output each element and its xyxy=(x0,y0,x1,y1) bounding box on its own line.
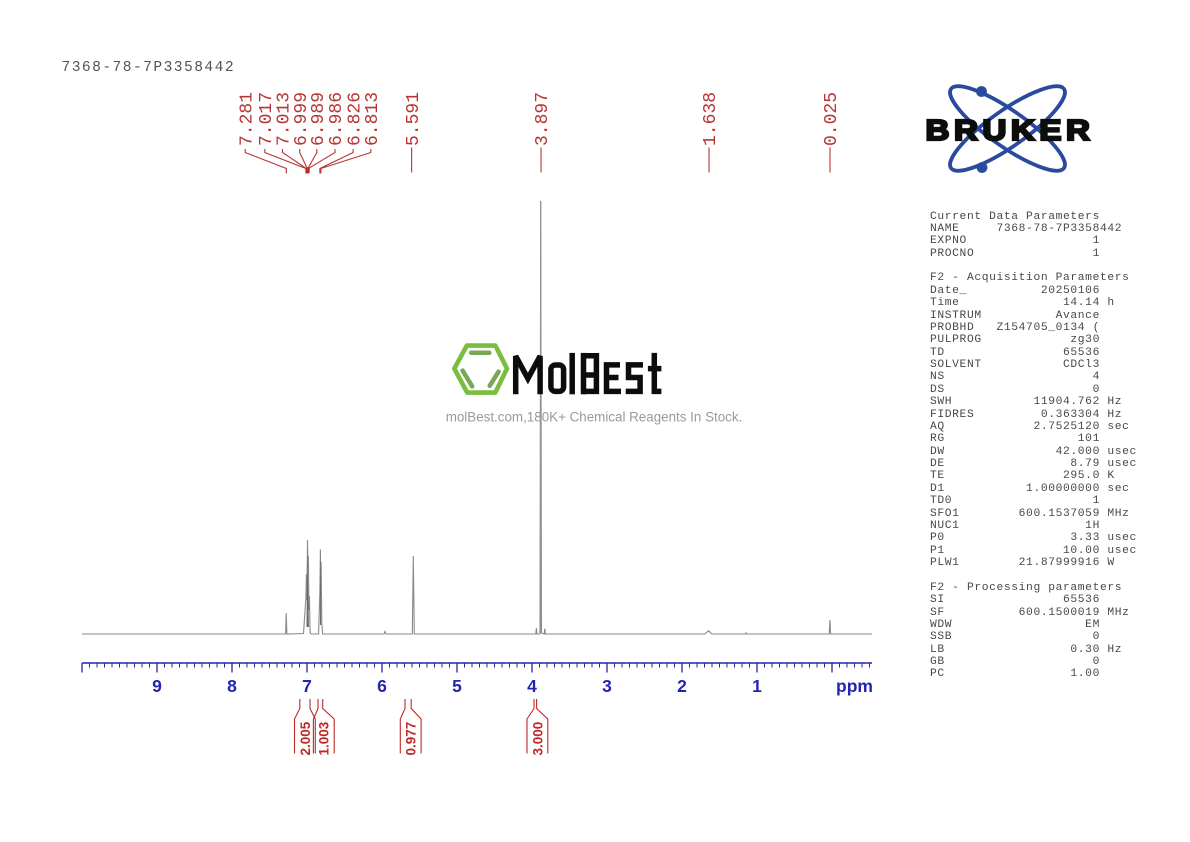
svg-text:6.999: 6.999 xyxy=(292,92,312,146)
svg-text:6.989: 6.989 xyxy=(309,92,329,146)
svg-text:5.591: 5.591 xyxy=(404,92,424,146)
svg-text:1.003: 1.003 xyxy=(317,721,332,755)
svg-text:6.813: 6.813 xyxy=(363,92,383,146)
svg-text:5: 5 xyxy=(452,676,462,696)
svg-text:7: 7 xyxy=(302,676,312,696)
svg-text:7.017: 7.017 xyxy=(257,92,277,146)
svg-text:molBest.com,180K+ Chemical Rea: molBest.com,180K+ Chemical Reagents In S… xyxy=(446,410,743,425)
svg-text:4: 4 xyxy=(527,676,537,696)
svg-text:0.025: 0.025 xyxy=(822,92,842,146)
svg-text:9: 9 xyxy=(152,676,162,696)
svg-text:8: 8 xyxy=(227,676,237,696)
svg-text:1.638: 1.638 xyxy=(701,92,721,146)
svg-text:6.986: 6.986 xyxy=(327,92,347,146)
svg-text:2: 2 xyxy=(677,676,687,696)
svg-text:3: 3 xyxy=(602,676,612,696)
svg-text:3.897: 3.897 xyxy=(533,92,553,146)
svg-text:6: 6 xyxy=(377,676,387,696)
svg-text:BRUKER: BRUKER xyxy=(926,115,1095,147)
svg-text:3.000: 3.000 xyxy=(530,722,545,756)
svg-text:ppm: ppm xyxy=(836,676,873,696)
svg-text:6.826: 6.826 xyxy=(345,92,365,146)
svg-text:7.281: 7.281 xyxy=(237,92,257,146)
svg-text:1: 1 xyxy=(752,676,762,696)
svg-text:0.977: 0.977 xyxy=(404,722,419,756)
svg-text:2.005: 2.005 xyxy=(298,721,313,755)
svg-text:7.013: 7.013 xyxy=(275,92,295,146)
